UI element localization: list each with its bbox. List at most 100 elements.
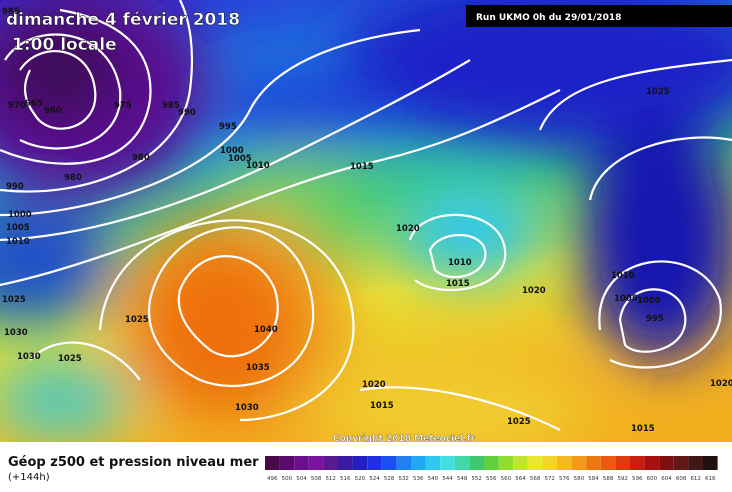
colorbar-swatch	[586, 456, 601, 470]
isobar-label: 1000	[8, 210, 32, 220]
isobar-label: 1015	[370, 401, 394, 411]
colorbar-label: 604	[661, 476, 672, 482]
isobar-label: 980	[64, 173, 82, 183]
colorbar-swatch	[513, 456, 528, 470]
isobar-label: 970	[8, 101, 26, 111]
colorbar-label: 572	[544, 476, 555, 482]
colorbar-swatch	[630, 456, 645, 470]
colorbar-swatch	[396, 456, 411, 470]
colorbar-swatch	[542, 456, 557, 470]
colorbar-swatch	[454, 456, 470, 470]
colorbar-label: 540	[428, 476, 439, 482]
isobar-label: 965	[25, 99, 43, 109]
colorbar-label: 612	[690, 476, 701, 482]
colorbar-swatch	[425, 456, 441, 470]
isobar-label: 1025	[646, 87, 670, 97]
isobar-label: 1025	[58, 354, 82, 364]
colorbar-swatch	[600, 456, 616, 470]
field	[0, 0, 732, 442]
colorbar-swatch	[484, 456, 499, 470]
colorbar-label: 560	[501, 476, 512, 482]
isobar-label: 980	[132, 153, 150, 163]
isobar-label: 1025	[507, 417, 531, 427]
isobar-label: 1010	[611, 271, 635, 281]
isobar-label: 1020	[710, 379, 732, 389]
colorbar-label: 596	[632, 476, 643, 482]
isobar-label: 1035	[246, 363, 270, 373]
isobar-label: 1010	[448, 258, 472, 268]
colorbar-swatch	[308, 456, 324, 470]
colorbar-label: 576	[559, 476, 570, 482]
colorbar-label: 552	[471, 476, 482, 482]
isobar-label: 1010	[6, 237, 30, 247]
colorbar-label: 588	[603, 476, 614, 482]
colorbar-swatch	[411, 456, 426, 470]
colorbar-swatch	[367, 456, 382, 470]
colorbar-label: 508	[311, 476, 322, 482]
colorbar-swatch	[469, 456, 484, 470]
colorbar-swatch	[673, 456, 689, 470]
colorbar-label: 556	[486, 476, 497, 482]
colorbar-label: 568	[530, 476, 541, 482]
colorbar-label: 616	[705, 476, 716, 482]
isobar-label: 1030	[4, 328, 28, 338]
isobar-label: 1005	[228, 154, 252, 164]
isobar-label: 990	[178, 108, 196, 118]
isobar-label: 995	[219, 122, 237, 132]
footer-title: Géop z500 et pression niveau mer	[8, 455, 259, 470]
colorbar-label: 524	[369, 476, 380, 482]
isobar-label: 995	[646, 314, 664, 324]
isobar-label: 1025	[125, 315, 149, 325]
colorbar: 496 500 504 508 512 516 520 524 528 532 536 540 544 5…	[265, 456, 718, 482]
colorbar-swatch	[279, 456, 295, 470]
time-label: 1:00 locale	[12, 35, 117, 55]
isobar-label: 1015	[350, 162, 374, 172]
footer-lead: (+144h)	[8, 472, 50, 483]
colorbar-label: 608	[676, 476, 687, 482]
run-box	[466, 5, 732, 27]
date-label: dimanche 4 février 2018	[6, 10, 240, 30]
colorbar-swatch	[615, 456, 630, 470]
colorbar-label: 548	[457, 476, 468, 482]
isobar-label: 1040	[254, 325, 278, 335]
colorbar-label: 532	[398, 476, 409, 482]
colorbar-label: 580	[574, 476, 585, 482]
isobar-label: 1015	[631, 424, 655, 434]
colorbar-swatch	[571, 456, 587, 470]
colorbar-swatch	[644, 456, 660, 470]
copyright: Copyright 2018 Meteociel.fr	[333, 434, 476, 444]
isobar-label: 1020	[362, 380, 386, 390]
isobar-label: 1030	[17, 352, 41, 362]
colorbar-swatch	[323, 456, 338, 470]
isobar-label: 1005	[6, 223, 30, 233]
colorbar-label: 592	[617, 476, 628, 482]
colorbar-label: 564	[515, 476, 526, 482]
colorbar-label: 528	[384, 476, 395, 482]
colorbar-swatch	[381, 456, 397, 470]
isobar-label: 1030	[235, 403, 259, 413]
colorbar-swatch	[688, 456, 703, 470]
isobar-label: 1010	[246, 161, 270, 171]
colorbar-label: 520	[355, 476, 366, 482]
isobar-label: 1020	[522, 286, 546, 296]
isobar-label: 1000	[637, 296, 661, 306]
colorbar-swatch	[557, 456, 572, 470]
colorbar-label: 512	[325, 476, 336, 482]
colorbar-swatch	[338, 456, 353, 470]
isobar-label: 1005	[614, 294, 638, 304]
isobar-label: 1015	[446, 279, 470, 289]
isobar-label: 1025	[2, 295, 26, 305]
colorbar-label: 500	[282, 476, 293, 482]
isobar-label: 990	[6, 182, 24, 192]
colorbar-label: 536	[413, 476, 424, 482]
colorbar-swatch	[498, 456, 514, 470]
isobar-label: 1000	[220, 146, 244, 156]
colorbar-swatch	[294, 456, 309, 470]
colorbar-swatch	[352, 456, 368, 470]
colorbar-label: 516	[340, 476, 351, 482]
run-label: Run UKMO 0h du 29/01/2018	[476, 13, 621, 23]
isobar-label: 985	[162, 101, 180, 111]
colorbar-label: 544	[442, 476, 453, 482]
